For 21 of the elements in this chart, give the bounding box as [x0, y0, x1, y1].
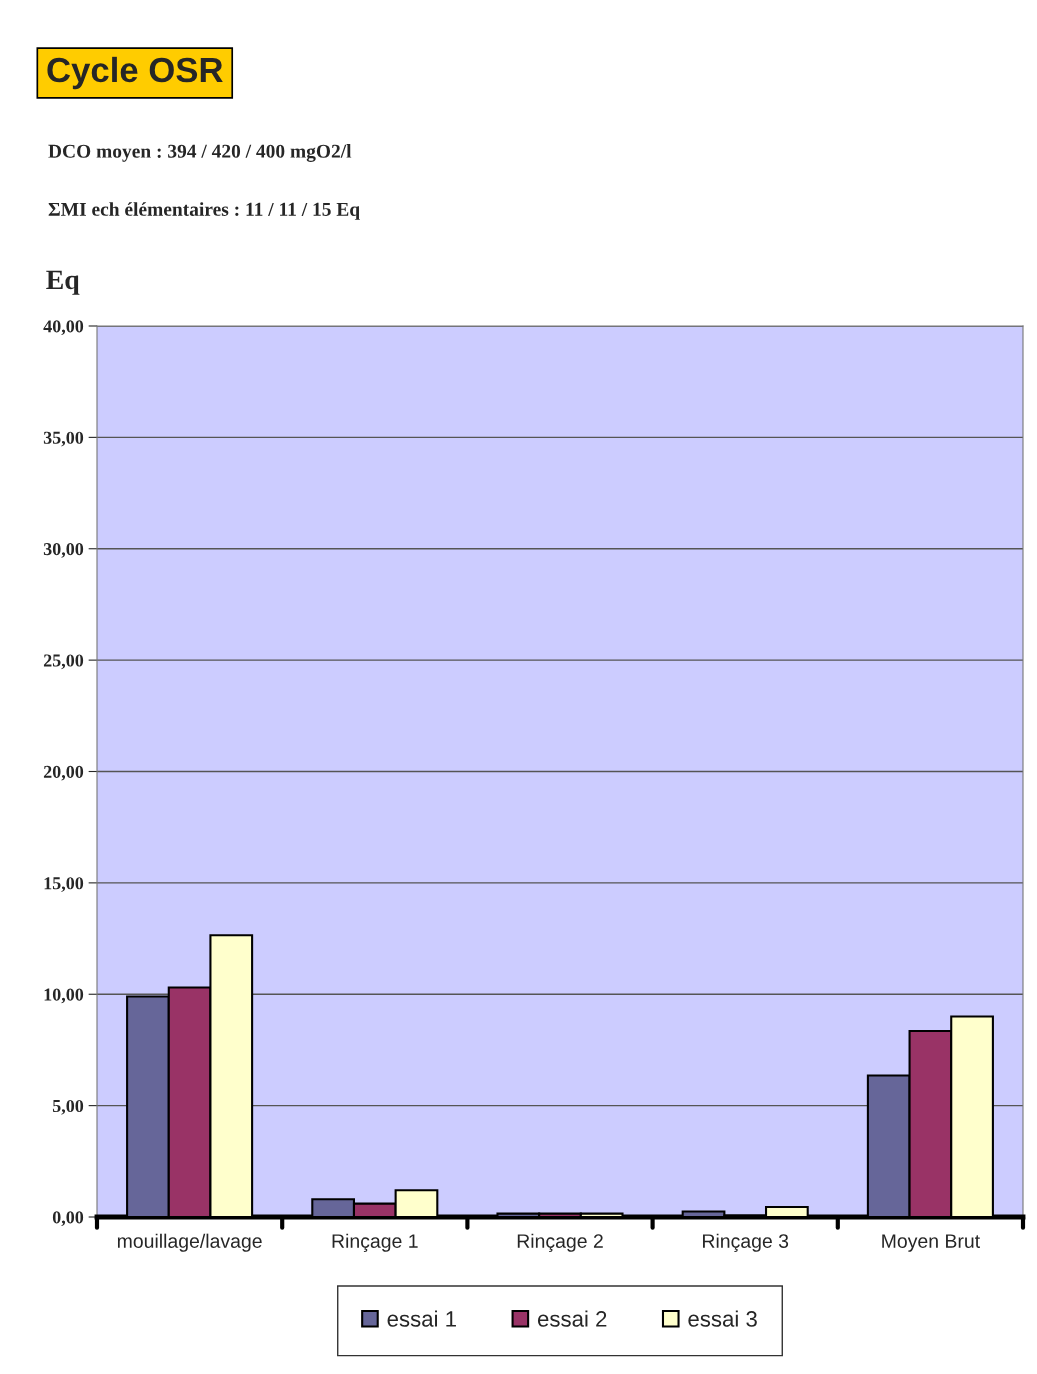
- y-tick-label: 5,00: [52, 1099, 84, 1115]
- y-tick-label: 10,00: [44, 988, 84, 1004]
- x-tick-label: Rinçage 3: [703, 1233, 789, 1252]
- legend-label: essai 2: [537, 1310, 607, 1327]
- y-tick-label: 30,00: [43, 543, 84, 558]
- text: ΣMI ech élémentaires : 11 / 11 / 15 Eq: [48, 202, 360, 220]
- y-tick-label: 35,00: [43, 431, 84, 447]
- x-tick-label: Moyen Brut: [882, 1234, 980, 1252]
- x-tick-label: Rinçage 1: [332, 1233, 418, 1252]
- y-tick-label: 25,00: [43, 654, 84, 670]
- x-tick-label: mouillage/lavage: [117, 1233, 262, 1252]
- y-tick-label: 15,00: [44, 877, 84, 892]
- chart-title: Cycle OSR: [47, 56, 223, 90]
- legend-label: essai 3: [688, 1310, 757, 1327]
- y-axis-title: Eq: [46, 270, 80, 295]
- y-tick-label: 40,00: [43, 320, 84, 336]
- y-tick-label: 20,00: [43, 765, 84, 781]
- x-tick-label: Rinçage 2: [517, 1233, 603, 1252]
- legend-label: essai 1: [387, 1310, 456, 1327]
- y-tick-label: 0,00: [52, 1211, 84, 1227]
- text: DCO moyen : 394 / 420 / 400 mgO2/l: [48, 144, 352, 162]
